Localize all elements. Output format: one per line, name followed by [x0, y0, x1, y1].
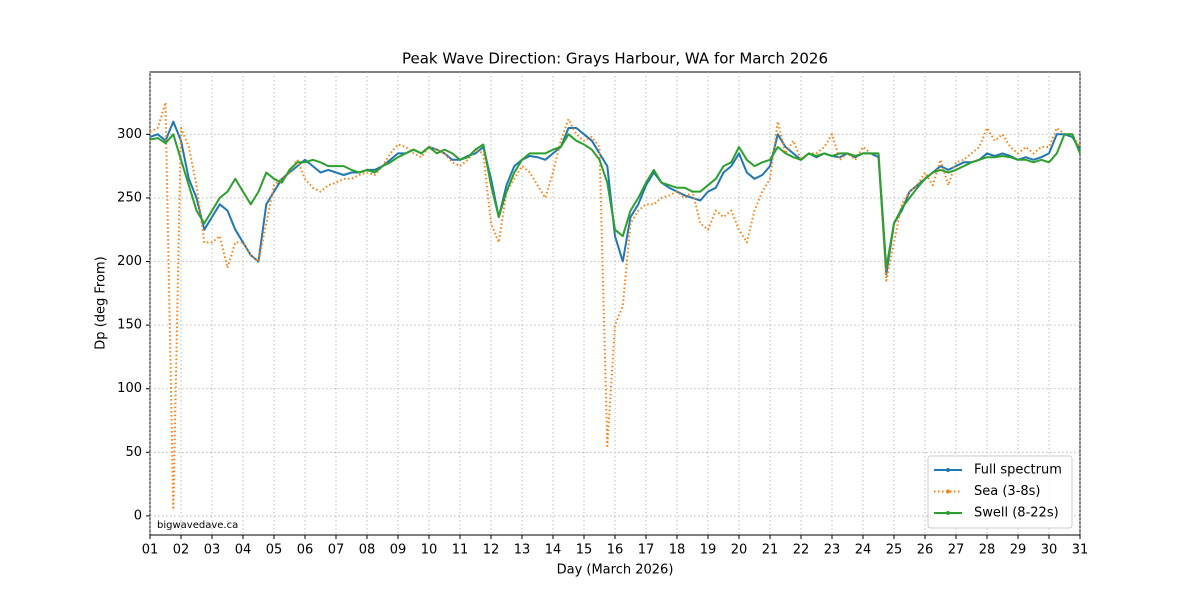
- x-axis-label: Day (March 2026): [557, 563, 674, 578]
- x-tick-label: 06: [297, 543, 314, 558]
- x-tick-label: 24: [855, 543, 872, 558]
- legend-marker: [946, 468, 950, 472]
- x-tick-label: 05: [266, 543, 283, 558]
- series-line: [149, 101, 1081, 511]
- y-axis-label: Dp (deg From): [94, 256, 109, 349]
- x-tick-label: 29: [1010, 543, 1027, 558]
- x-tick-label: 03: [204, 543, 221, 558]
- x-tick-label: 07: [328, 543, 345, 558]
- legend-marker: [946, 489, 950, 494]
- x-tick-label: 04: [235, 543, 252, 558]
- x-tick-label: 30: [1041, 543, 1058, 558]
- y-tick-label: 0: [134, 508, 142, 523]
- x-tick-label: 20: [731, 543, 748, 558]
- legend: Full spectrum Sea (3-8s) Swell (8-22s): [927, 455, 1073, 529]
- x-tick-label: 21: [762, 543, 779, 558]
- x-tick-label: 11: [452, 543, 469, 558]
- y-tick-label: 200: [117, 254, 142, 269]
- x-tick-label: 13: [514, 543, 531, 558]
- y-tick-label: 150: [117, 318, 142, 333]
- legend-label: Sea (3-8s): [974, 484, 1041, 499]
- x-tick-label: 08: [359, 543, 376, 558]
- x-tick-label: 18: [669, 543, 686, 558]
- x-tick-label: 26: [917, 543, 934, 558]
- y-tick-label: 300: [117, 127, 142, 142]
- legend-label: Swell (8-22s): [974, 506, 1059, 521]
- legend-box: [927, 455, 1073, 529]
- x-tick-label: 10: [421, 543, 438, 558]
- x-tick-label: 14: [545, 543, 562, 558]
- x-tick-label: 23: [824, 543, 841, 558]
- x-tick-label: 16: [607, 543, 624, 558]
- y-tick-label: 250: [117, 190, 142, 205]
- legend-marker: [946, 511, 950, 515]
- x-tick-label: 12: [483, 543, 500, 558]
- x-tick-label: 19: [700, 543, 717, 558]
- chart-title: Peak Wave Direction: Grays Harbour, WA f…: [402, 50, 828, 68]
- x-tick-label: 01: [142, 543, 159, 558]
- x-tick-label: 31: [1072, 543, 1089, 558]
- annotation: bigwavedave.ca: [157, 520, 238, 531]
- x-tick-label: 09: [390, 543, 407, 558]
- x-tick-label: 25: [886, 543, 903, 558]
- y-tick-label: 100: [117, 381, 142, 396]
- x-tick-label: 22: [793, 543, 810, 558]
- x-tick-label: 02: [173, 543, 190, 558]
- x-tick-label: 15: [576, 543, 593, 558]
- series-line: [149, 133, 1081, 269]
- x-tick-label: 28: [979, 543, 996, 558]
- y-tick-label: 50: [125, 445, 142, 460]
- x-tick-label: 27: [948, 543, 965, 558]
- legend-label: Full spectrum: [974, 463, 1062, 478]
- x-tick-label: 17: [638, 543, 655, 558]
